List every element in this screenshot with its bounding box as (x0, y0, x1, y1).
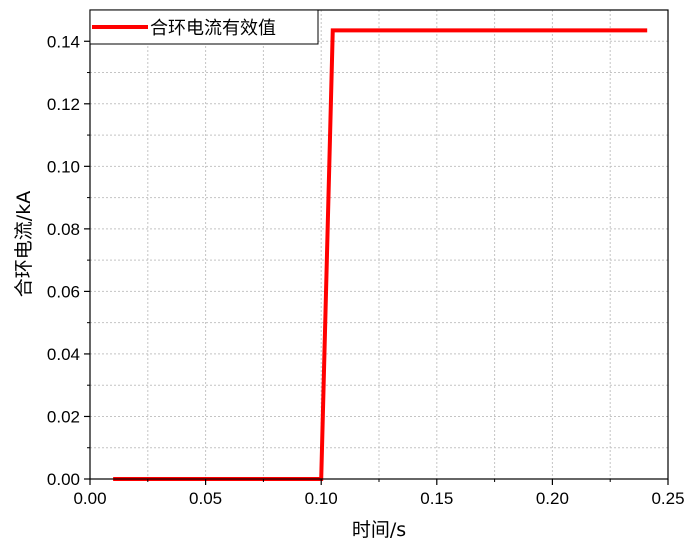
x-axis-title: 时间/s (352, 519, 406, 541)
y-tick-label: 0.02 (47, 407, 80, 426)
legend: 合环电流有效值 (89, 9, 319, 45)
tick-labels: 0.00 0.05 0.10 0.15 0.20 0.25 0.00 0.02 0.04 0.06… (47, 32, 685, 508)
series-layer (113, 28, 648, 481)
y-tick-label: 0.12 (47, 95, 80, 114)
y-tick-label: 0.10 (47, 157, 80, 176)
legend-label: 合环电流有效值 (150, 18, 276, 39)
y-tick-label: 0.14 (47, 32, 80, 51)
x-tick-label: 0.10 (305, 489, 338, 508)
grid (90, 10, 668, 479)
y-axis-title: 合环电流/kA (13, 191, 35, 297)
y-tick-label: 0.00 (47, 470, 80, 489)
x-tick-label: 0.05 (189, 489, 222, 508)
x-tick-label: 0.15 (420, 489, 453, 508)
y-tick-label: 0.08 (47, 220, 80, 239)
x-tick-label: 0.25 (651, 489, 684, 508)
plot-frame (89, 9, 669, 480)
x-tick-label: 0.20 (536, 489, 569, 508)
series-line (113, 28, 648, 481)
x-tick-label: 0.00 (73, 489, 106, 508)
ticks (84, 40, 669, 485)
y-tick-label: 0.06 (47, 282, 80, 301)
y-tick-label: 0.04 (47, 345, 80, 364)
